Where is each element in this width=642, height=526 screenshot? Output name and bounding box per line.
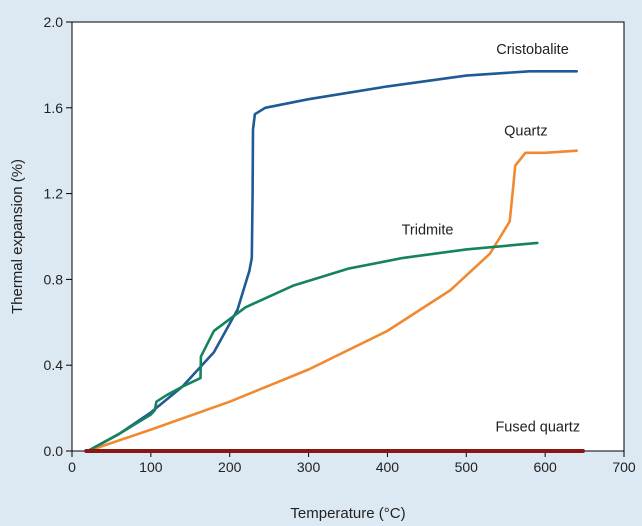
x-tick-label: 0 xyxy=(68,459,76,475)
x-tick-label: 200 xyxy=(218,459,242,475)
series-line-tridmite xyxy=(86,241,539,453)
series-label: Fused quartz xyxy=(495,420,580,436)
y-tick-label: 2.0 xyxy=(44,14,64,30)
axis-ticks: 0 100 200 300 400 500 600 700 0.0 0.4 0.8 1.2 1.6 2.0 xyxy=(44,14,636,475)
y-tick-label: 1.2 xyxy=(44,186,64,202)
x-tick-label: 500 xyxy=(455,459,479,475)
x-tick-label: 300 xyxy=(297,459,321,475)
y-tick-label: 1.6 xyxy=(44,100,64,116)
series-line-cristobalite xyxy=(86,70,578,453)
series-label: Tridmite xyxy=(402,222,454,238)
x-tick-label: 700 xyxy=(612,459,636,475)
series-line-quartz xyxy=(86,149,578,453)
series-label: Quartz xyxy=(504,124,548,140)
x-tick-label: 600 xyxy=(533,459,557,475)
y-axis-title: Thermal expansion (%) xyxy=(9,159,26,314)
x-tick-label: 100 xyxy=(139,459,163,475)
x-axis-title: Temperature (°C) xyxy=(290,505,405,522)
plot-area xyxy=(71,21,625,452)
series-label: Cristobalite xyxy=(496,42,569,58)
series-labels: Cristobalite Quartz Tridmite Fused quartz xyxy=(402,42,580,436)
series-lines xyxy=(84,70,585,453)
y-tick-label: 0.4 xyxy=(44,357,64,373)
y-tick-label: 0.0 xyxy=(44,443,64,459)
y-tick-label: 0.8 xyxy=(44,271,64,287)
x-tick-label: 400 xyxy=(376,459,400,475)
